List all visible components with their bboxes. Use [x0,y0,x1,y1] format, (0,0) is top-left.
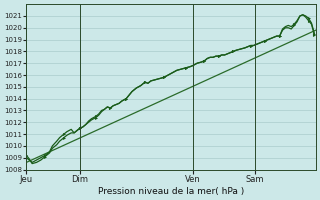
X-axis label: Pression niveau de la mer( hPa ): Pression niveau de la mer( hPa ) [98,187,244,196]
